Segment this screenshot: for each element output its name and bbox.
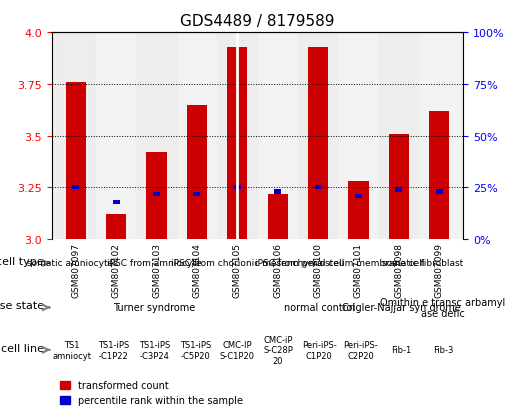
Text: Fib-1: Fib-1: [391, 346, 412, 354]
Bar: [315, 186, 322, 190]
Bar: [436, 190, 443, 194]
Text: Turner syndrome: Turner syndrome: [113, 303, 196, 313]
Text: TS1-iPS
-C5P20: TS1-iPS -C5P20: [180, 340, 211, 360]
Bar: [308, 47, 328, 240]
Text: TS1-iPS
-C3P24: TS1-iPS -C3P24: [139, 340, 170, 360]
Text: Crigler-Najjar syn drome: Crigler-Najjar syn drome: [342, 303, 461, 313]
Bar: [187, 105, 207, 240]
Text: Peri-iPS-
C1P20: Peri-iPS- C1P20: [302, 340, 337, 360]
Bar: [379, 33, 419, 240]
Bar: [355, 194, 362, 198]
Bar: [338, 33, 379, 240]
Text: TS1-iPS
-C1P22: TS1-iPS -C1P22: [98, 340, 129, 360]
Text: normal control: normal control: [284, 303, 355, 313]
Text: somatic fibroblast: somatic fibroblast: [382, 259, 463, 268]
Bar: [217, 33, 258, 240]
Bar: [348, 182, 369, 240]
Bar: [153, 192, 160, 196]
Text: iPSC from chorionic mesenchymal cell: iPSC from chorionic mesenchymal cell: [171, 259, 344, 268]
Bar: [113, 200, 119, 204]
Bar: [56, 33, 96, 240]
Bar: [193, 192, 200, 196]
Bar: [146, 153, 167, 240]
Bar: [96, 33, 136, 240]
Bar: [268, 194, 288, 240]
Bar: [389, 134, 409, 240]
Title: GDS4489 / 8179589: GDS4489 / 8179589: [180, 14, 335, 29]
Text: Omithin e transc arbamyl ase defic: Omithin e transc arbamyl ase defic: [380, 297, 506, 318]
Bar: [274, 190, 281, 194]
Text: TS1
amniocyt: TS1 amniocyt: [53, 340, 92, 360]
Text: cell line: cell line: [1, 343, 44, 353]
Bar: [227, 47, 247, 240]
Text: iPSC from amniocyte: iPSC from amniocyte: [107, 259, 202, 268]
Legend: transformed count, percentile rank within the sample: transformed count, percentile rank withi…: [56, 377, 247, 409]
Bar: [419, 33, 459, 240]
Bar: [258, 33, 298, 240]
Bar: [106, 215, 126, 240]
Bar: [136, 33, 177, 240]
Text: Peri-iPS-
C2P20: Peri-iPS- C2P20: [343, 340, 378, 360]
Bar: [396, 188, 402, 192]
Text: CMC-IP
S-C1P20: CMC-IP S-C1P20: [219, 340, 254, 360]
Bar: [65, 83, 86, 240]
Text: somatic amniocytes: somatic amniocytes: [27, 259, 117, 268]
Text: CMC-iP
S-C28P
20: CMC-iP S-C28P 20: [263, 335, 293, 365]
Text: disease state: disease state: [0, 301, 44, 311]
Bar: [298, 33, 338, 240]
Bar: [234, 186, 241, 190]
Text: iPSC from periosteum membrane cell: iPSC from periosteum membrane cell: [255, 259, 425, 268]
Text: cell type: cell type: [0, 256, 44, 266]
Bar: [177, 33, 217, 240]
Text: Fib-3: Fib-3: [433, 346, 453, 354]
Bar: [429, 112, 450, 240]
Bar: [72, 186, 79, 190]
